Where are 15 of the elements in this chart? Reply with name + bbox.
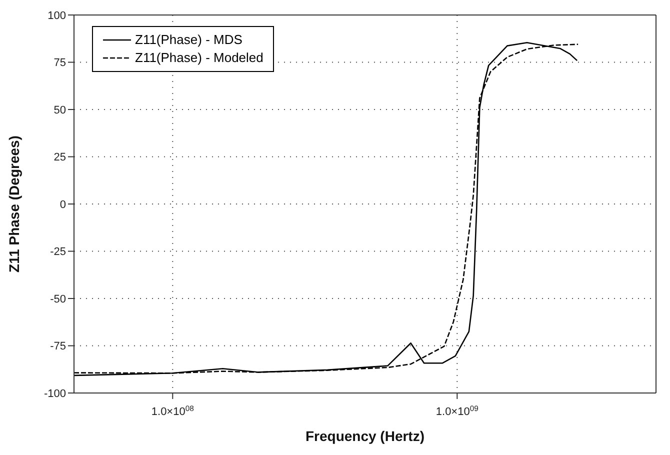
y-tick-label: 0 — [60, 198, 66, 211]
y-tick-label: 75 — [54, 57, 66, 70]
x-tick-label: 1.0×10$^{08}$ — [151, 404, 194, 418]
y-tick-label: -25 — [50, 246, 66, 258]
y-tick-label: 100 — [48, 10, 66, 22]
y-axis-title: Z11 Phase (Degrees) — [6, 136, 22, 272]
y-tick-label: -50 — [50, 293, 66, 306]
y-tick-label: -100 — [44, 388, 66, 400]
y-tick-label: 25 — [54, 152, 66, 164]
x-axis-title: Frequency (Hertz) — [305, 428, 425, 444]
legend-label: Z11(Phase) - MDS — [135, 31, 242, 49]
x-tick-label: 1.0×10$^{09}$ — [436, 404, 478, 418]
y-tick-label: -75 — [50, 340, 66, 353]
y-tick-label: 50 — [54, 104, 66, 116]
legend-label: Z11(Phase) - Modeled — [135, 49, 264, 67]
